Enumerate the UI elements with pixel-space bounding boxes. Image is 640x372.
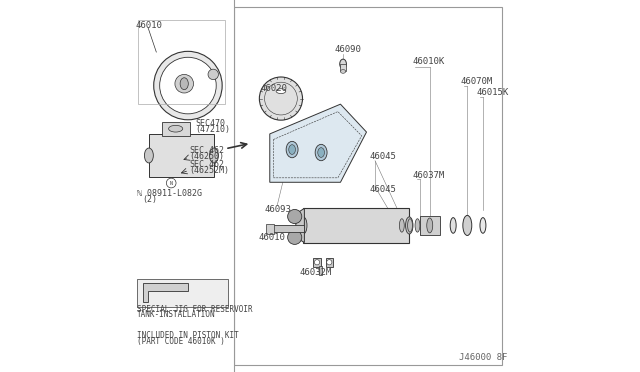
Text: 46070M: 46070M xyxy=(461,77,493,86)
Ellipse shape xyxy=(427,218,433,233)
Circle shape xyxy=(154,51,222,120)
Ellipse shape xyxy=(209,148,218,163)
Ellipse shape xyxy=(315,144,327,161)
Bar xyxy=(234,7,502,365)
Ellipse shape xyxy=(415,219,420,232)
Circle shape xyxy=(208,69,218,80)
Ellipse shape xyxy=(340,59,346,69)
Ellipse shape xyxy=(168,125,183,132)
Ellipse shape xyxy=(450,218,456,233)
Ellipse shape xyxy=(180,78,188,90)
Text: ℕ 08911-L082G: ℕ 08911-L082G xyxy=(137,189,202,198)
Text: 46032M: 46032M xyxy=(300,268,332,277)
Text: 46010: 46010 xyxy=(259,233,285,242)
Bar xyxy=(340,64,346,71)
Circle shape xyxy=(166,178,176,188)
Ellipse shape xyxy=(276,89,286,94)
Circle shape xyxy=(159,57,216,114)
Ellipse shape xyxy=(480,218,486,233)
Ellipse shape xyxy=(286,141,298,158)
Bar xyxy=(326,258,333,267)
Text: N: N xyxy=(170,180,173,186)
Bar xyxy=(319,266,322,275)
Ellipse shape xyxy=(463,215,472,235)
Text: 46010: 46010 xyxy=(136,21,163,30)
Text: 46045: 46045 xyxy=(369,153,396,161)
Text: (46252M): (46252M) xyxy=(189,166,229,175)
Text: SEC470: SEC470 xyxy=(195,119,225,128)
Polygon shape xyxy=(143,283,188,302)
Text: J46000 8F: J46000 8F xyxy=(460,353,508,362)
Polygon shape xyxy=(270,104,367,182)
Ellipse shape xyxy=(340,70,346,73)
Text: 46015K: 46015K xyxy=(477,88,509,97)
Text: 46090: 46090 xyxy=(335,45,362,54)
Ellipse shape xyxy=(406,217,413,234)
Text: INCLUDED IN PISTON KIT: INCLUDED IN PISTON KIT xyxy=(137,331,239,340)
Circle shape xyxy=(326,260,332,265)
Bar xyxy=(271,225,303,232)
Circle shape xyxy=(314,260,319,265)
Bar xyxy=(162,122,190,136)
Bar xyxy=(314,258,321,267)
Ellipse shape xyxy=(145,148,154,163)
Bar xyxy=(303,208,410,243)
Ellipse shape xyxy=(300,217,307,234)
Circle shape xyxy=(175,74,193,93)
Bar xyxy=(138,20,225,104)
Ellipse shape xyxy=(289,145,296,154)
Text: 46037M: 46037M xyxy=(412,171,445,180)
Text: (47210): (47210) xyxy=(195,125,230,134)
Circle shape xyxy=(287,209,302,224)
Text: 46093: 46093 xyxy=(264,205,291,214)
Ellipse shape xyxy=(318,148,324,157)
Text: 46045: 46045 xyxy=(369,185,396,194)
Text: (46250): (46250) xyxy=(189,152,224,161)
Text: SEC.462: SEC.462 xyxy=(189,146,224,155)
Circle shape xyxy=(259,77,303,120)
Text: 46010K: 46010K xyxy=(412,57,445,66)
Text: 46020: 46020 xyxy=(260,84,287,93)
Text: TANK-INSTALLATION: TANK-INSTALLATION xyxy=(137,310,216,319)
Text: (PART CODE 46010K ): (PART CODE 46010K ) xyxy=(137,337,225,346)
Bar xyxy=(137,279,228,307)
Bar xyxy=(266,224,275,234)
Circle shape xyxy=(287,230,302,244)
Ellipse shape xyxy=(399,219,404,232)
Text: SEC.462: SEC.462 xyxy=(189,160,224,169)
Ellipse shape xyxy=(408,219,412,232)
Polygon shape xyxy=(296,208,305,243)
Bar xyxy=(134,0,234,372)
Bar xyxy=(420,216,440,235)
Text: SPECIAL JIG FOR RESERVOIR: SPECIAL JIG FOR RESERVOIR xyxy=(137,305,253,314)
Text: (2): (2) xyxy=(142,195,157,204)
Bar xyxy=(149,134,214,177)
